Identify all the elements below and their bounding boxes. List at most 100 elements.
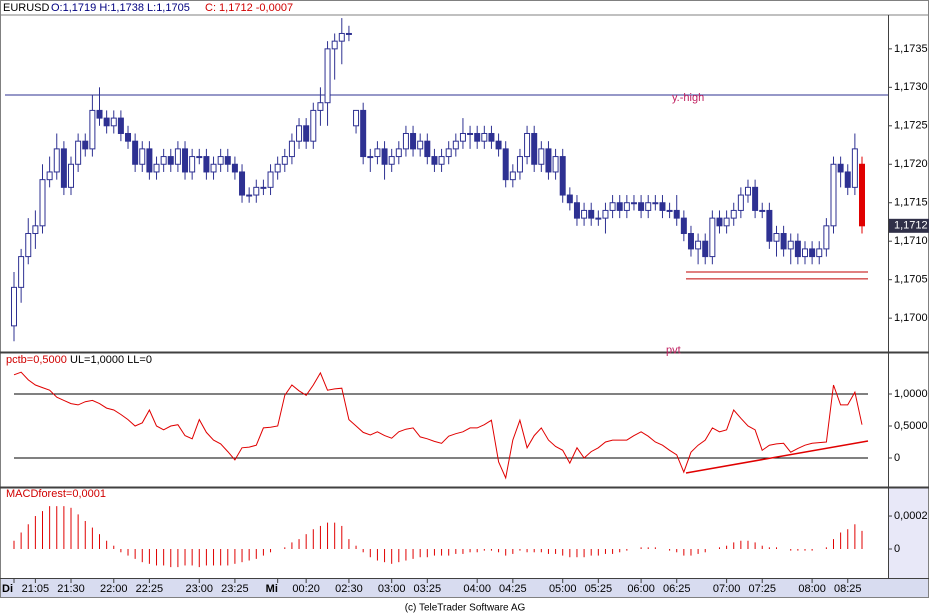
footer: (c) TeleTrader Software AG <box>405 603 526 614</box>
candle-body <box>424 140 431 158</box>
x-tick-label: 21:05 <box>22 583 50 595</box>
candle-body <box>360 109 367 158</box>
axis-background <box>888 488 929 578</box>
candle-body <box>602 209 609 219</box>
candle-body <box>766 209 773 242</box>
candle-body <box>410 132 417 150</box>
reference-label: y.-high <box>672 92 704 104</box>
y-tick-label: 1,1730 <box>894 81 928 93</box>
candle-body <box>474 132 481 142</box>
candle-body <box>53 148 60 173</box>
candle-body <box>566 194 573 204</box>
candle-body <box>167 156 174 165</box>
x-tick-label: 03:25 <box>414 583 442 595</box>
candle-body <box>224 156 231 165</box>
y-tick-label: 1,1715 <box>894 197 928 209</box>
candle-body <box>695 240 702 250</box>
candle-body <box>210 163 217 173</box>
candle-body <box>595 217 602 220</box>
candle-body <box>25 233 32 258</box>
candle-body <box>103 117 110 127</box>
candle-body <box>196 156 203 159</box>
candle-body <box>545 148 552 173</box>
candle-body <box>680 217 687 235</box>
candle-body <box>581 209 588 219</box>
last-price-label: 1,1712 <box>894 220 928 232</box>
candle-body <box>516 156 523 173</box>
candle-body <box>467 132 474 135</box>
candle-body <box>60 148 67 188</box>
candle-body <box>666 209 673 212</box>
x-tick-label: 07:00 <box>713 583 741 595</box>
candle-body <box>488 132 495 142</box>
candle-body <box>431 156 438 165</box>
indicator-line <box>13 371 863 480</box>
candle-body <box>110 117 117 127</box>
candle-body <box>11 286 17 327</box>
candle-body <box>616 202 623 211</box>
candle-body <box>303 125 310 142</box>
candle-body <box>182 148 189 173</box>
candle-body <box>623 202 630 211</box>
change-text: C: 1,1712 -0,0007 <box>205 2 293 14</box>
candle-body <box>132 140 139 165</box>
candle-body <box>794 240 801 258</box>
candle-body <box>367 156 374 159</box>
candle-body <box>538 148 545 165</box>
candle-body <box>89 109 96 150</box>
candle-body <box>659 202 666 211</box>
candle-body <box>801 248 808 258</box>
x-tick-label: Mi <box>266 583 278 595</box>
candle-body <box>716 217 723 227</box>
x-tick-label: 06:25 <box>663 583 691 595</box>
y-tick-label: 0,5000 <box>894 420 928 432</box>
candle-body <box>139 148 146 165</box>
candle-body <box>174 148 181 165</box>
ohlc-text: O:1,1719 H:1,1738 L:1,1705 <box>51 2 190 14</box>
y-tick-label: 1,1700 <box>894 312 928 324</box>
candle-body <box>531 132 538 165</box>
candle-body <box>231 163 238 173</box>
candle-body <box>552 156 559 173</box>
candle-body <box>573 202 580 219</box>
candle-body <box>837 163 844 173</box>
candle-body <box>260 186 267 189</box>
candle-body <box>823 225 830 250</box>
candle-body <box>830 163 837 227</box>
candle-body <box>481 132 488 142</box>
candle-body <box>851 148 858 188</box>
y-tick-label: 0,0002 <box>894 510 928 522</box>
time-axis-background <box>0 579 929 598</box>
candle-body <box>274 163 281 173</box>
x-tick-label: 23:00 <box>186 583 214 595</box>
y-tick-label: 1,1705 <box>894 274 928 286</box>
x-tick-label: 04:00 <box>463 583 491 595</box>
candle-body <box>638 202 645 211</box>
candle-body <box>82 140 89 150</box>
candle-body <box>759 209 766 212</box>
candle-body <box>687 233 694 250</box>
x-tick-label: 21:30 <box>57 583 85 595</box>
candle-body <box>402 132 409 150</box>
candle-body <box>374 148 381 158</box>
candle-body <box>381 148 388 165</box>
candle-body <box>559 156 566 196</box>
candle-body <box>310 109 317 142</box>
candle-body <box>652 202 659 205</box>
x-tick-label: 03:00 <box>378 583 406 595</box>
candle-body <box>317 102 324 111</box>
pivot-label: pvt <box>666 344 681 356</box>
candle-body <box>68 163 75 188</box>
candle-body <box>645 202 652 211</box>
x-tick-label: 08:00 <box>798 583 826 595</box>
candle-body <box>780 233 787 250</box>
candle-body <box>160 156 167 165</box>
candle-body <box>296 125 303 142</box>
x-tick-label: 04:25 <box>499 583 527 595</box>
candle-body <box>239 171 246 196</box>
candle-body <box>502 148 509 181</box>
x-tick-label: 05:25 <box>585 583 613 595</box>
last-price-box <box>889 218 929 233</box>
candle-body <box>203 156 210 173</box>
